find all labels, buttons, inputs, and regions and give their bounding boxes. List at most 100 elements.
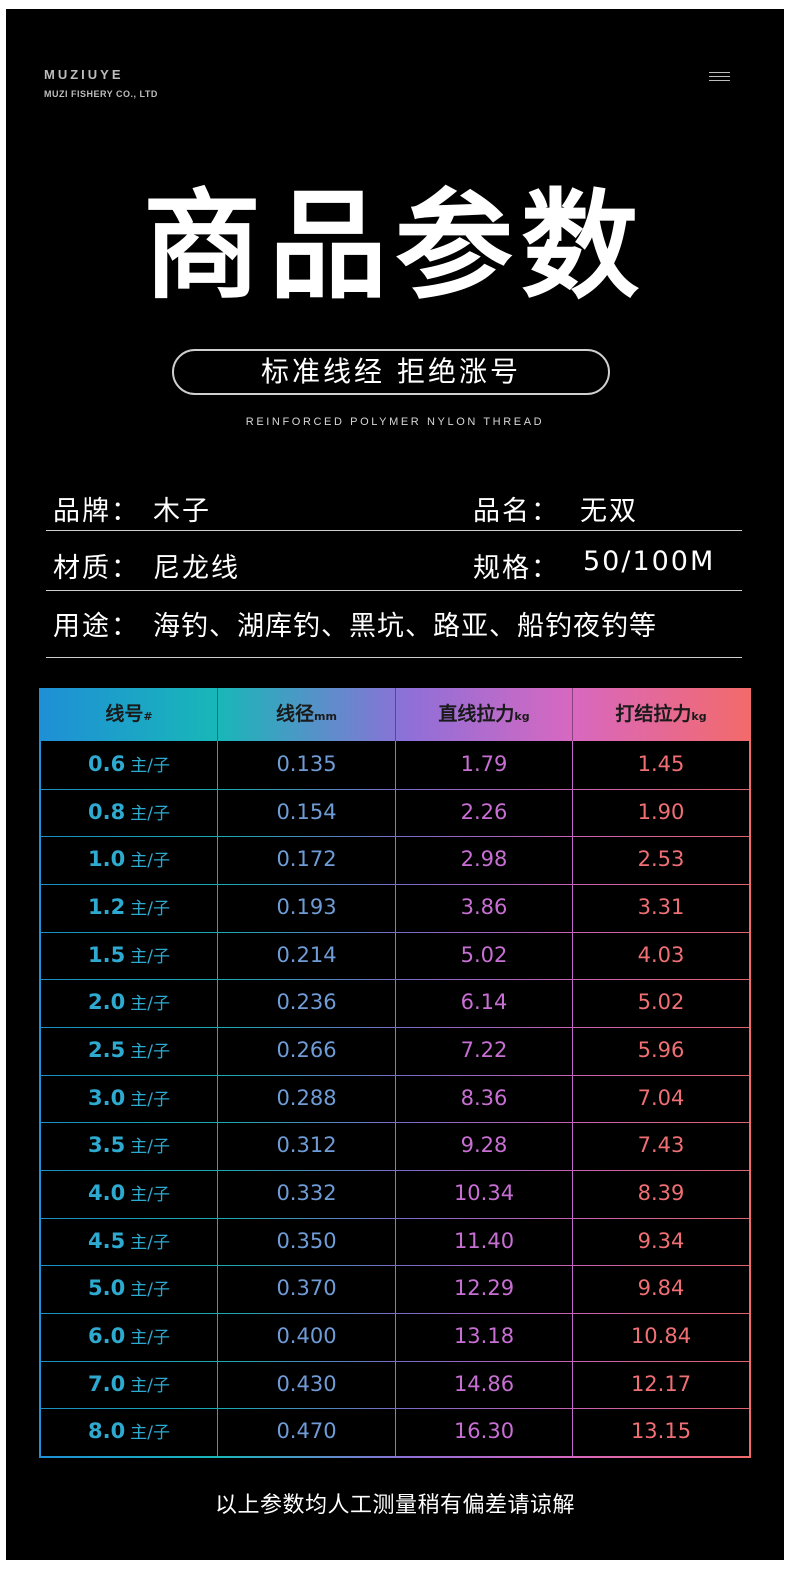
cell-line-number: 7.0 主/子: [88, 1372, 170, 1396]
cell-knot-tension: 3.31: [637, 895, 685, 919]
cell-knot-tension: 1.45: [637, 752, 685, 776]
cell-diameter: 0.370: [276, 1276, 337, 1300]
parameter-table: 线号# 线径mm 直线拉力kg 打结拉力kg 0.6 主/子 0.135 1.79 1.…: [39, 688, 751, 1458]
row-divider: [41, 1265, 749, 1266]
row-divider: [41, 1408, 749, 1409]
divider: [46, 530, 742, 531]
cell-diameter: 0.400: [276, 1324, 337, 1348]
hamburger-menu-icon[interactable]: [709, 72, 730, 82]
cell-straight-tension: 2.26: [460, 800, 508, 824]
cell-line-number: 3.0 主/子: [88, 1086, 170, 1110]
column-separator: [572, 741, 573, 1456]
material-label: 材质：: [53, 553, 140, 584]
cell-straight-tension: 7.22: [460, 1038, 508, 1062]
cell-straight-tension: 13.18: [453, 1324, 515, 1348]
cell-line-number: 3.5 主/子: [88, 1133, 170, 1157]
cell-diameter: 0.135: [276, 752, 337, 776]
brand-value: 木子: [153, 496, 211, 527]
product-name-value: 无双: [580, 496, 638, 527]
cell-knot-tension: 5.96: [637, 1038, 685, 1062]
cell-knot-tension: 7.04: [637, 1086, 685, 1110]
cell-straight-tension: 8.36: [460, 1086, 508, 1110]
cell-diameter: 0.214: [276, 943, 337, 967]
size-label: 规格：: [473, 553, 560, 584]
cell-knot-tension: 1.90: [637, 800, 685, 824]
cell-knot-tension: 5.02: [637, 990, 685, 1014]
cell-diameter: 0.266: [276, 1038, 337, 1062]
row-divider: [41, 789, 749, 790]
cell-line-number: 6.0 主/子: [88, 1324, 170, 1348]
cell-straight-tension: 2.98: [460, 847, 508, 871]
column-separator: [217, 741, 218, 1456]
divider: [46, 590, 742, 591]
cell-line-number: 2.0 主/子: [88, 990, 170, 1014]
usage-value: 海钓、湖库钓、黑坑、路亚、船钓夜钓等: [153, 611, 657, 642]
row-divider: [41, 979, 749, 980]
cell-diameter: 0.154: [276, 800, 337, 824]
cell-line-number: 4.0 主/子: [88, 1181, 170, 1205]
cell-knot-tension: 13.15: [630, 1419, 692, 1443]
divider: [46, 657, 742, 658]
cell-knot-tension: 8.39: [637, 1181, 685, 1205]
cell-knot-tension: 9.84: [637, 1276, 685, 1300]
cell-diameter: 0.430: [276, 1372, 337, 1396]
brand-company: MUZI FISHERY CO., LTD: [44, 89, 158, 99]
cell-line-number: 1.5 主/子: [88, 943, 170, 967]
header-separator: [395, 688, 396, 741]
brand-logo: MUZIUYE MUZI FISHERY CO., LTD: [44, 67, 158, 99]
column-separator: [395, 741, 396, 1456]
cell-diameter: 0.312: [276, 1133, 337, 1157]
cell-straight-tension: 12.29: [453, 1276, 515, 1300]
cell-straight-tension: 1.79: [460, 752, 508, 776]
cell-knot-tension: 10.84: [630, 1324, 692, 1348]
page-title: 商品参数: [142, 177, 647, 315]
cell-knot-tension: 9.34: [637, 1229, 685, 1253]
cell-straight-tension: 10.34: [453, 1181, 515, 1205]
cell-line-number: 0.6 主/子: [88, 752, 170, 776]
cell-straight-tension: 6.14: [460, 990, 508, 1014]
row-divider: [41, 1075, 749, 1076]
cell-knot-tension: 12.17: [630, 1372, 692, 1396]
disclaimer-note: 以上参数均人工测量稍有偏差请谅解: [214, 1493, 575, 1518]
usage-label: 用途：: [53, 611, 140, 642]
size-value: 50/100M: [583, 546, 716, 577]
cell-straight-tension: 5.02: [460, 943, 508, 967]
row-divider: [41, 1027, 749, 1028]
cell-line-number: 8.0 主/子: [88, 1419, 170, 1443]
cell-straight-tension: 16.30: [453, 1419, 515, 1443]
material-value: 尼龙线: [153, 553, 240, 584]
brand-name: MUZIUYE: [44, 67, 124, 82]
cell-line-number: 1.0 主/子: [88, 847, 170, 871]
cell-knot-tension: 4.03: [637, 943, 685, 967]
cell-diameter: 0.193: [276, 895, 337, 919]
cell-diameter: 0.172: [276, 847, 337, 871]
row-divider: [41, 884, 749, 885]
cell-straight-tension: 3.86: [460, 895, 508, 919]
cell-straight-tension: 14.86: [453, 1372, 515, 1396]
cell-line-number: 0.8 主/子: [88, 800, 170, 824]
brand-label: 品牌：: [53, 496, 140, 527]
product-parameters-panel: MUZIUYE MUZI FISHERY CO., LTD 商品参数 标准线经 …: [6, 9, 784, 1560]
cell-knot-tension: 7.43: [637, 1133, 685, 1157]
header-separator: [572, 688, 573, 741]
cell-diameter: 0.350: [276, 1229, 337, 1253]
cell-line-number: 2.5 主/子: [88, 1038, 170, 1062]
cell-diameter: 0.288: [276, 1086, 337, 1110]
row-divider: [41, 1313, 749, 1314]
cell-diameter: 0.470: [276, 1419, 337, 1443]
row-divider: [41, 1361, 749, 1362]
header-knot-tension: 打结拉力kg: [615, 703, 707, 725]
header-diameter: 线径mm: [276, 703, 337, 725]
cell-knot-tension: 2.53: [637, 847, 685, 871]
row-divider: [41, 932, 749, 933]
header-straight-tension: 直线拉力kg: [438, 703, 530, 725]
cell-line-number: 4.5 主/子: [88, 1229, 170, 1253]
cell-straight-tension: 9.28: [460, 1133, 508, 1157]
product-name-label: 品名：: [473, 496, 560, 527]
row-divider: [41, 1218, 749, 1219]
cell-line-number: 1.2 主/子: [88, 895, 170, 919]
tagline-pill: 标准线经 拒绝涨号: [172, 349, 610, 395]
subtitle: REINFORCED POLYMER NYLON THREAD: [245, 416, 545, 428]
row-divider: [41, 836, 749, 837]
